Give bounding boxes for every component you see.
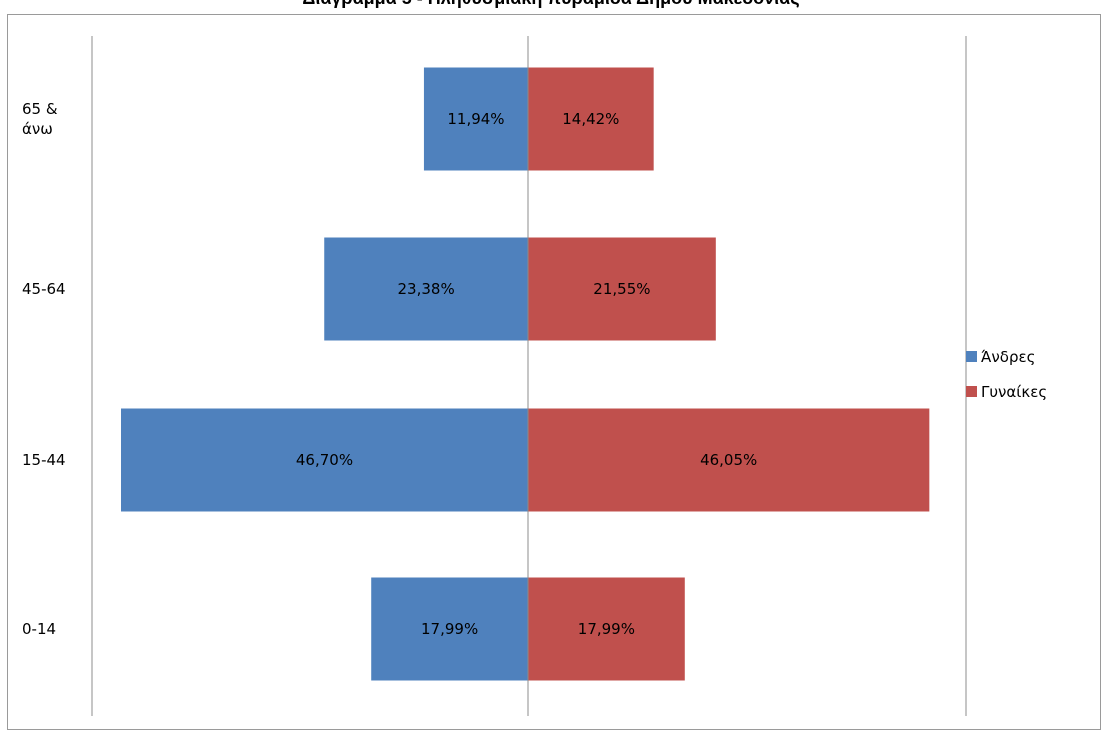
legend-item-women: Γυναίκες [966, 380, 1047, 403]
bar-men-65- [423, 67, 528, 171]
bar-label-women-15-44: 46,05% [700, 451, 757, 469]
bar-label-men-45-64: 23,38% [398, 280, 455, 298]
chart-title: Διάγραμμα 5 - Πληθυσμιακή πυραμίδα Δήμου… [0, 0, 1102, 9]
bar-men-0-14 [371, 577, 528, 681]
category-label-0-14: 0-14 [22, 620, 56, 638]
category-label-15-44: 15-44 [22, 451, 66, 469]
bar-label-men-15-44: 46,70% [296, 451, 353, 469]
bar-label-men-65-: 11,94% [447, 110, 504, 128]
bar-women-65- [528, 67, 654, 171]
legend-item-men: Άνδρες [966, 345, 1047, 368]
chart-legend: Άνδρες Γυναίκες [966, 345, 1047, 415]
legend-label-men: Άνδρες [981, 347, 1036, 366]
bar-men-15-44 [121, 408, 528, 512]
bar-women-0-14 [528, 577, 685, 681]
bar-label-women-45-64: 21,55% [593, 280, 650, 298]
bar-women-45-64 [528, 237, 716, 341]
legend-swatch-men [966, 351, 977, 362]
bar-label-women-65-: 14,42% [562, 110, 619, 128]
legend-swatch-women [966, 386, 977, 397]
bar-label-women-0-14: 17,99% [578, 620, 635, 638]
bar-men-45-64 [324, 237, 528, 341]
category-label-45-64: 45-64 [22, 280, 66, 298]
legend-label-women: Γυναίκες [981, 382, 1048, 401]
bar-label-men-0-14: 17,99% [421, 620, 478, 638]
category-label-65-: 65 & άνω [22, 100, 58, 138]
bar-women-15-44 [528, 408, 930, 512]
